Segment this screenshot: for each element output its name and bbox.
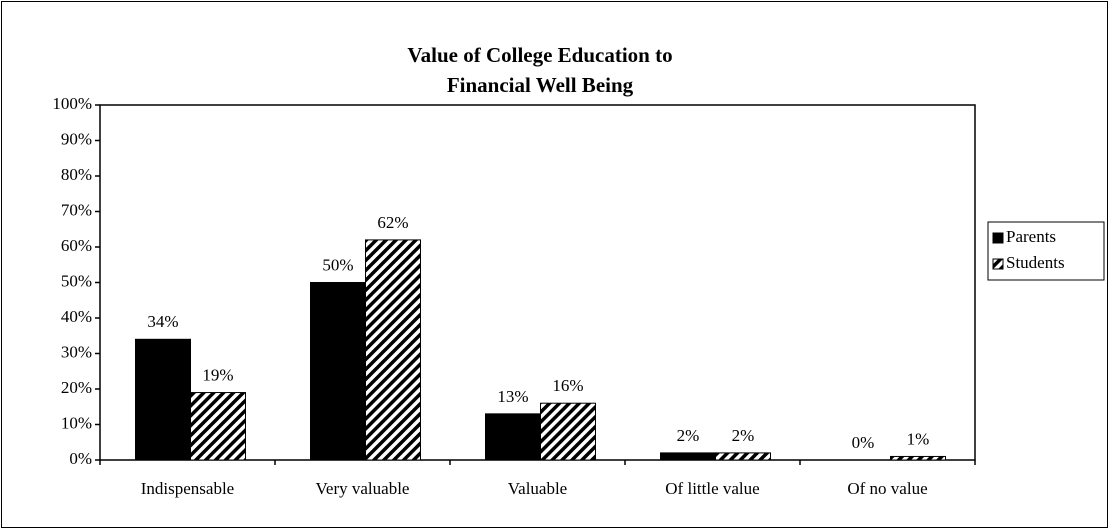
x-tick-label: Of no value <box>847 479 927 498</box>
data-label: 62% <box>377 213 408 232</box>
x-tick-label: Of little value <box>665 479 759 498</box>
data-label: 0% <box>852 433 875 452</box>
y-tick-label: 70% <box>61 200 92 219</box>
bar <box>485 413 541 461</box>
x-tick-label: Very valuable <box>316 479 410 498</box>
data-label: 34% <box>147 312 178 331</box>
y-tick-label: 100% <box>52 94 92 113</box>
chart-title: Financial Well Being <box>447 73 634 97</box>
legend-swatch <box>992 258 1004 270</box>
legend-box <box>987 221 1105 281</box>
data-label: 2% <box>677 426 700 445</box>
bar <box>660 452 716 461</box>
legend-label: Students <box>1006 253 1065 272</box>
y-tick-label: 90% <box>61 129 92 148</box>
bar <box>890 455 946 461</box>
bar <box>365 239 421 461</box>
bar <box>190 392 246 461</box>
x-tick-label: Indispensable <box>141 479 234 498</box>
y-tick-label: 30% <box>61 342 92 361</box>
data-label: 50% <box>322 255 353 274</box>
x-tick-label: Valuable <box>508 479 567 498</box>
y-tick-label: 50% <box>61 271 92 290</box>
y-tick-label: 60% <box>61 236 92 255</box>
y-tick-label: 10% <box>61 413 92 432</box>
data-label: 2% <box>732 426 755 445</box>
legend-swatch <box>992 232 1004 244</box>
bar <box>715 452 771 461</box>
data-label: 16% <box>552 376 583 395</box>
y-tick-label: 20% <box>61 378 92 397</box>
y-tick-label: 80% <box>61 165 92 184</box>
bar <box>540 402 596 461</box>
chart-title: Value of College Education to <box>407 43 672 67</box>
data-label: 1% <box>907 429 930 448</box>
data-label: 19% <box>202 365 233 384</box>
bar <box>135 338 191 461</box>
legend-label: Parents <box>1006 227 1056 246</box>
bar <box>310 282 366 461</box>
data-label: 13% <box>497 387 528 406</box>
y-tick-label: 0% <box>69 449 92 468</box>
y-tick-label: 40% <box>61 307 92 326</box>
